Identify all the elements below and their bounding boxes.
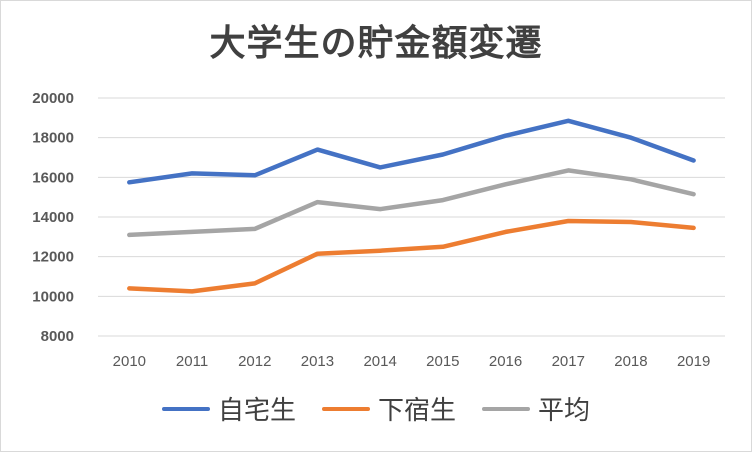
legend-swatch-geshuku [321, 406, 370, 411]
y-tick-label: 14000 [32, 209, 74, 226]
x-tick-label: 2014 [363, 353, 396, 370]
x-tick-label: 2019 [677, 353, 710, 370]
series-line-geshuku [127, 218, 696, 294]
chart-title: 大学生の貯金額変遷 [209, 23, 543, 64]
legend-item-jitaku: 自宅生 [161, 390, 296, 427]
y-tick-label: 10000 [32, 288, 74, 305]
x-tick-label: 2015 [426, 353, 459, 370]
y-tick-label: 8000 [41, 328, 74, 345]
legend-swatch-average [482, 406, 530, 411]
x-tick-label: 2011 [176, 353, 208, 370]
legend-item-geshuku: 下宿生 [321, 390, 456, 427]
legend-swatch-jitaku [161, 406, 210, 411]
x-tick-label: 2013 [301, 353, 334, 370]
x-tick-label: 2016 [489, 353, 522, 370]
y-tick-label: 16000 [32, 169, 74, 186]
x-tick-label: 2010 [113, 353, 146, 370]
x-tick-label: 2017 [552, 353, 585, 370]
y-tick-label: 18000 [32, 130, 74, 147]
legend-label-jitaku: 自宅生 [217, 396, 296, 426]
series-line-average [127, 168, 696, 238]
x-tick-label: 2018 [614, 353, 647, 370]
y-tick-label: 20000 [32, 90, 74, 107]
legend-label-average: 平均 [538, 396, 591, 426]
chart-legend: 自宅生 下宿生 平均 [0, 390, 752, 427]
legend-label-geshuku: 下宿生 [377, 396, 456, 426]
x-tick-label: 2012 [238, 353, 271, 370]
series-line-jitaku [127, 118, 696, 185]
y-tick-label: 12000 [32, 249, 74, 266]
legend-item-average: 平均 [482, 390, 590, 427]
